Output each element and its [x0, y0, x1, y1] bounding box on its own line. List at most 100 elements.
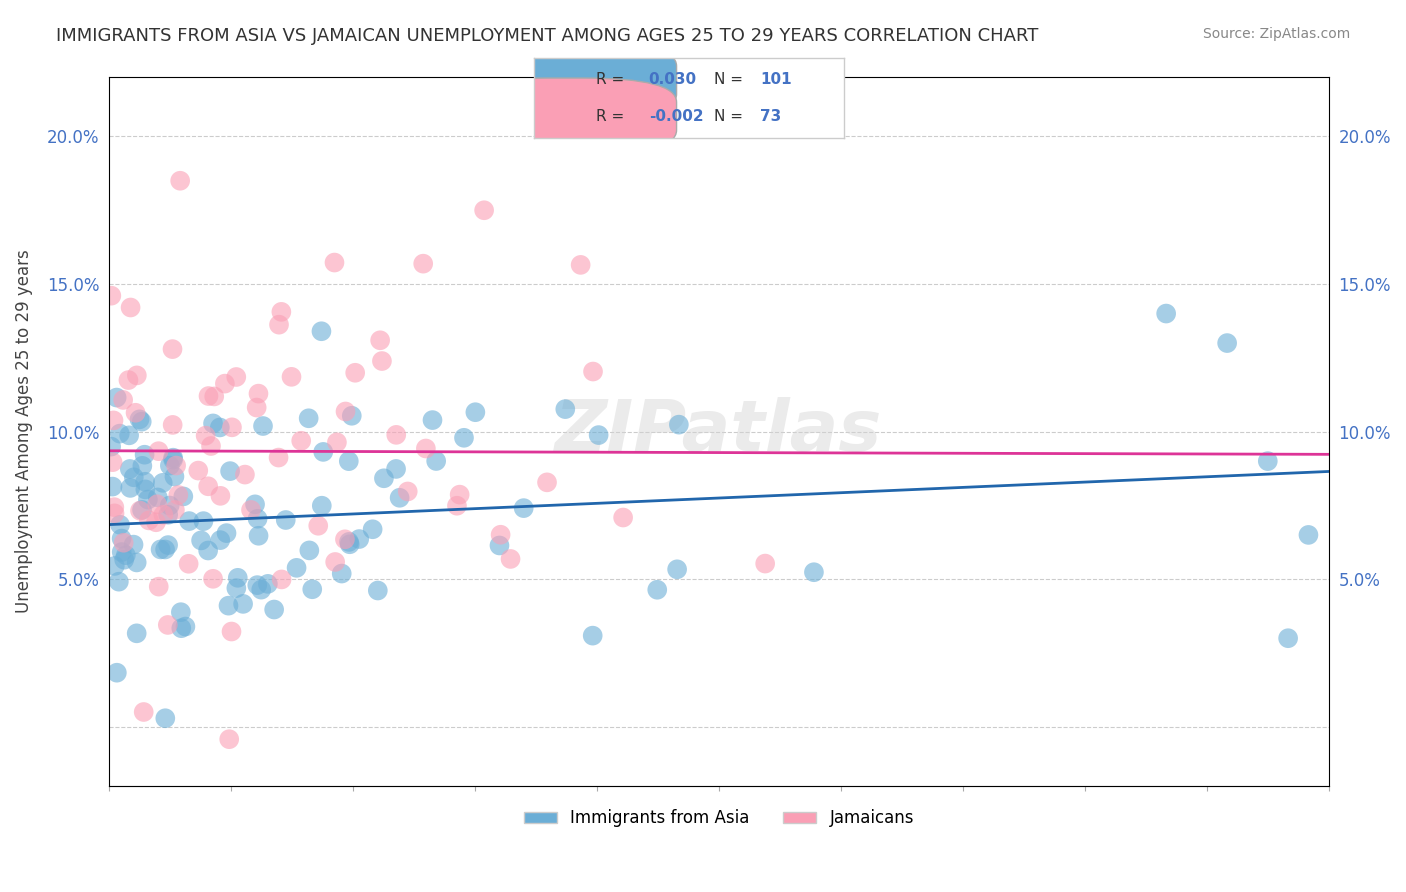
Text: N =: N = [714, 72, 742, 87]
Point [202, 389, 225, 403]
Point [146, 491, 169, 505]
Point [159, 499, 181, 513]
Point [122, 538, 145, 552]
Point [112, 535, 135, 549]
Point [148, 580, 170, 594]
Point [422, 413, 444, 427]
Point [134, 483, 156, 497]
Point [112, 552, 135, 566]
Point [128, 412, 150, 426]
Point [312, 445, 335, 459]
Point [307, 518, 329, 533]
Point [232, 597, 254, 611]
Point [105, 391, 128, 405]
Point [243, 497, 266, 511]
Point [163, 469, 186, 483]
Point [339, 537, 361, 551]
Text: R =: R = [596, 72, 624, 87]
Point [134, 475, 156, 489]
Point [162, 417, 184, 432]
Point [138, 513, 160, 527]
Point [118, 428, 141, 442]
Point [108, 574, 131, 589]
Point [536, 475, 558, 490]
Point [1298, 528, 1320, 542]
Point [385, 462, 408, 476]
Point [134, 448, 156, 462]
Point [131, 415, 153, 429]
Point [425, 454, 447, 468]
Point [163, 503, 186, 517]
Point [247, 529, 270, 543]
Point [285, 561, 308, 575]
Point [153, 542, 176, 557]
Point [104, 558, 127, 573]
Point [645, 582, 668, 597]
FancyBboxPatch shape [454, 78, 676, 154]
Text: IMMIGRANTS FROM ASIA VS JAMAICAN UNEMPLOYMENT AMONG AGES 25 TO 29 YEARS CORRELAT: IMMIGRANTS FROM ASIA VS JAMAICAN UNEMPLO… [56, 27, 1039, 45]
Point [512, 501, 534, 516]
Point [103, 507, 125, 521]
Point [412, 257, 434, 271]
Point [333, 533, 356, 547]
Point [240, 503, 263, 517]
Point [280, 369, 302, 384]
Point [330, 566, 353, 581]
Point [301, 582, 323, 597]
Point [489, 527, 512, 541]
Point [337, 454, 360, 468]
Legend: Immigrants from Asia, Jamaicans: Immigrants from Asia, Jamaicans [517, 803, 921, 834]
Point [225, 370, 247, 384]
Point [167, 488, 190, 502]
Point [221, 624, 243, 639]
Text: ZIPatlas: ZIPatlas [555, 397, 883, 467]
Point [344, 366, 367, 380]
Point [754, 557, 776, 571]
Point [177, 557, 200, 571]
Point [209, 489, 232, 503]
Point [415, 442, 437, 456]
Point [108, 517, 131, 532]
Point [396, 484, 419, 499]
Point [1277, 631, 1299, 645]
Point [136, 492, 159, 507]
Point [118, 462, 141, 476]
Point [100, 440, 122, 454]
Point [335, 404, 357, 418]
Point [165, 458, 187, 473]
Point [668, 417, 690, 432]
Point [100, 288, 122, 302]
Point [270, 573, 292, 587]
Point [582, 629, 605, 643]
Point [267, 450, 290, 465]
Point [124, 406, 146, 420]
Point [152, 475, 174, 490]
Point [298, 543, 321, 558]
Point [108, 426, 131, 441]
Point [101, 455, 124, 469]
Point [120, 481, 142, 495]
Point [340, 409, 363, 423]
Y-axis label: Unemployment Among Ages 25 to 29 years: Unemployment Among Ages 25 to 29 years [15, 250, 32, 614]
Point [323, 255, 346, 269]
Point [666, 562, 689, 576]
Text: -0.002: -0.002 [648, 109, 703, 124]
Point [117, 373, 139, 387]
Point [200, 439, 222, 453]
Point [162, 452, 184, 467]
FancyBboxPatch shape [454, 42, 676, 118]
Point [449, 488, 471, 502]
Point [311, 499, 333, 513]
Point [267, 318, 290, 332]
Point [146, 497, 169, 511]
Point [218, 599, 240, 613]
Point [197, 479, 219, 493]
Point [125, 368, 148, 383]
Point [385, 428, 408, 442]
Point [125, 626, 148, 640]
Point [132, 705, 155, 719]
Point [187, 464, 209, 478]
Point [257, 577, 280, 591]
Point [172, 490, 194, 504]
Point [111, 545, 134, 559]
